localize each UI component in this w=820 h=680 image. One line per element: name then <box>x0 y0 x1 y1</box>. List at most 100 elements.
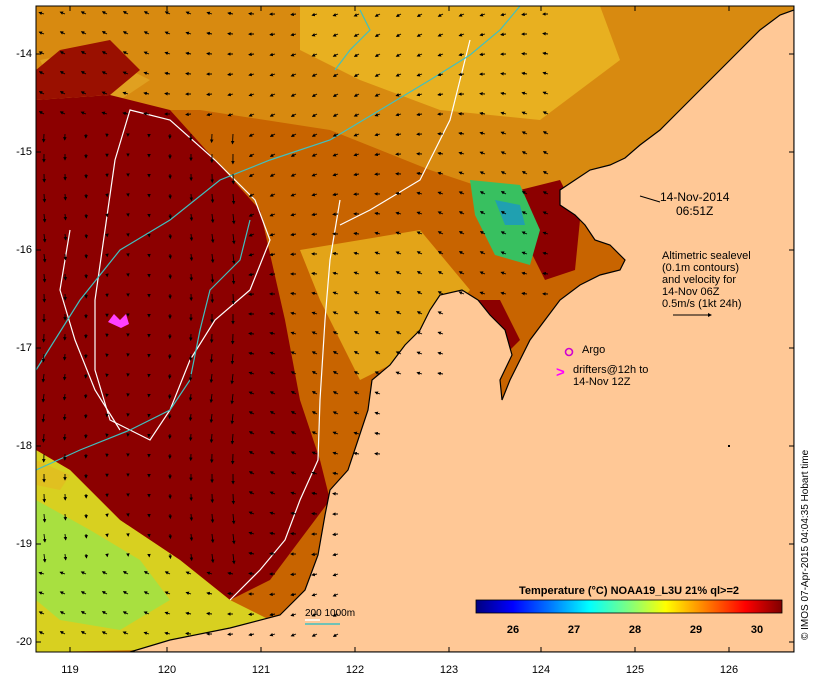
colorbar-tick: 28 <box>628 624 642 636</box>
land-mass <box>129 6 794 652</box>
velocity-arrow <box>188 393 193 402</box>
velocity-arrow <box>269 93 276 97</box>
velocity-arrow <box>332 552 339 557</box>
velocity-arrows <box>38 11 549 637</box>
velocity-arrow <box>500 131 507 135</box>
velocity-arrow <box>437 271 444 275</box>
velocity-arrow <box>164 611 171 615</box>
velocity-arrow <box>458 231 465 235</box>
velocity-arrow <box>332 153 339 157</box>
drifter-cluster <box>108 314 129 328</box>
date-pointer <box>639 195 661 203</box>
velocity-arrow <box>353 13 360 17</box>
velocity-arrow <box>479 151 486 155</box>
velocity-arrow <box>206 51 213 56</box>
velocity-arrow <box>248 411 255 415</box>
velocity-arrow <box>416 311 423 315</box>
velocity-arrow <box>437 351 444 356</box>
velocity-arrow <box>332 391 339 395</box>
velocity-arrow <box>143 111 150 116</box>
velocity-arrow <box>332 613 339 617</box>
velocity-arrow <box>80 91 87 95</box>
velocity-arrow <box>248 213 255 217</box>
contour-200m <box>94 109 271 441</box>
velocity-arrow <box>290 511 297 516</box>
island <box>728 445 730 447</box>
velocity-arrow <box>41 373 46 383</box>
velocity-arrow <box>290 391 297 395</box>
velocity-arrow <box>521 171 528 175</box>
velocity-arrow <box>248 173 255 177</box>
velocity-arrow <box>168 373 172 380</box>
velocity-arrow <box>269 531 276 536</box>
velocity-arrow <box>353 311 360 315</box>
velocity-arrow <box>38 631 45 635</box>
velocity-arrow <box>290 133 297 137</box>
velocity-arrow <box>479 251 486 255</box>
velocity-arrow <box>168 413 172 420</box>
velocity-arrow <box>521 251 528 255</box>
velocity-arrow <box>63 253 68 261</box>
velocity-arrow <box>59 571 66 575</box>
velocity-arrow <box>122 71 129 75</box>
velocity-arrow <box>143 51 150 55</box>
velocity-arrow <box>143 591 150 595</box>
velocity-arrow <box>353 113 360 117</box>
velocity-arrow <box>248 632 255 637</box>
x-tick-label: 125 <box>625 664 645 676</box>
velocity-arrow <box>185 571 192 575</box>
velocity-arrow <box>248 391 255 395</box>
velocity-arrow <box>269 411 276 415</box>
velocity-arrow <box>311 331 318 335</box>
velocity-arrow <box>248 113 255 117</box>
velocity-arrow <box>416 351 423 355</box>
velocity-arrow <box>521 12 528 17</box>
velocity-arrow <box>500 291 507 296</box>
velocity-arrow <box>332 271 339 276</box>
velocity-arrow <box>332 192 339 197</box>
velocity-arrow <box>230 133 235 145</box>
velocity-arrow <box>521 131 528 135</box>
velocity-arrow <box>311 291 318 296</box>
velocity-arrow <box>290 232 297 237</box>
velocity-arrow <box>416 371 423 376</box>
velocity-arrow <box>500 32 507 37</box>
velocity-arrow <box>332 471 339 476</box>
velocity-arrow <box>542 151 549 155</box>
x-tick-label: 121 <box>251 664 271 676</box>
velocity-arrow <box>290 212 297 217</box>
velocity-arrow <box>101 51 108 55</box>
velocity-arrow <box>374 73 381 77</box>
velocity-arrow <box>269 173 276 177</box>
velocity-arrow <box>542 171 549 175</box>
velocity-arrow <box>311 53 318 57</box>
velocity-arrow <box>353 431 360 436</box>
velocity-arrow <box>230 413 235 425</box>
velocity-arrow <box>479 271 486 275</box>
velocity-arrow <box>332 13 339 17</box>
velocity-arrow <box>62 393 67 401</box>
velocity-arrow <box>437 72 444 77</box>
altimetry-line: Altimetric sealevel <box>662 250 751 262</box>
velocity-arrow <box>416 53 423 57</box>
velocity-arrow <box>437 291 444 295</box>
velocity-arrow <box>80 71 87 75</box>
velocity-arrow <box>269 73 276 77</box>
velocity-arrow <box>230 433 235 445</box>
velocity-arrow <box>63 213 68 221</box>
velocity-arrow <box>269 451 276 455</box>
velocity-arrow <box>84 553 88 559</box>
velocity-arrow <box>122 631 129 635</box>
velocity-arrow <box>248 571 255 576</box>
velocity-arrow <box>248 531 255 536</box>
velocity-arrow <box>38 111 45 115</box>
velocity-arrow <box>437 311 444 315</box>
velocity-arrow <box>248 612 255 617</box>
velocity-arrow <box>437 371 444 376</box>
velocity-arrow <box>437 251 444 255</box>
velocity-arrow <box>164 591 171 595</box>
velocity-arrow <box>374 132 381 137</box>
velocity-arrow <box>500 271 507 275</box>
x-tick-label: 124 <box>531 664 551 676</box>
velocity-arrow <box>185 31 192 36</box>
